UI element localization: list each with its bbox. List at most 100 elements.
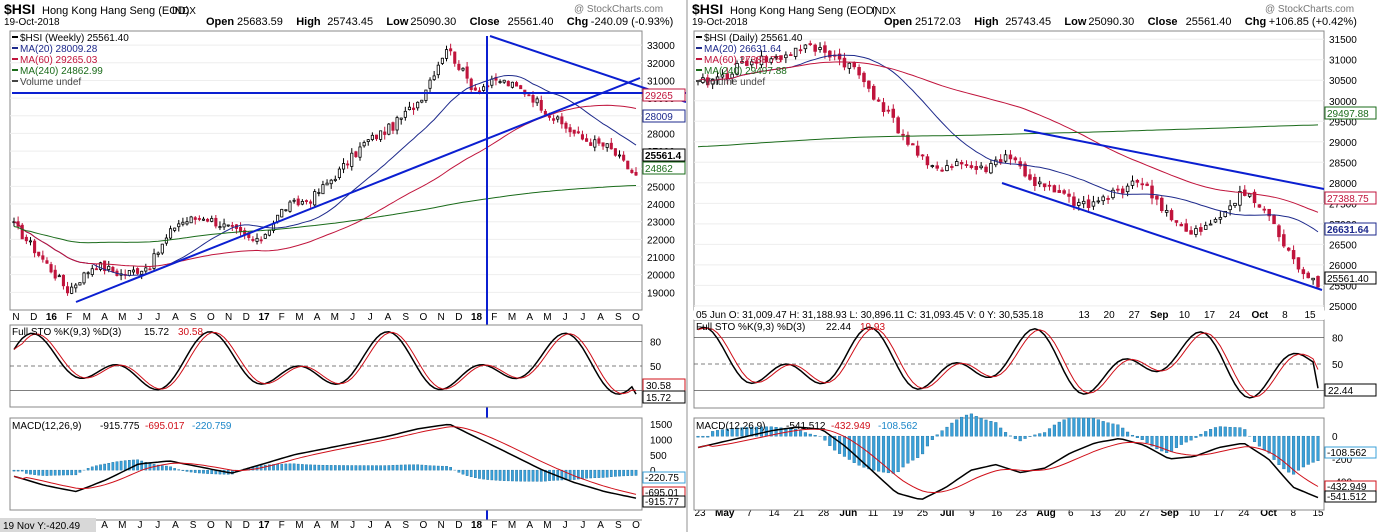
macd-histogram-bar (362, 465, 366, 471)
macd-tag-box (642, 471, 686, 484)
x-axis-label: A (597, 312, 604, 323)
legend-swatch (696, 58, 702, 60)
macd-histogram-bar (263, 464, 267, 471)
candle-body (107, 265, 111, 270)
ohlc-label: Chg (1245, 16, 1266, 28)
x-axis-label: 15 (1312, 508, 1324, 519)
candle-body (539, 99, 543, 111)
macd-histogram-bar (408, 464, 411, 471)
price-tag-box (642, 109, 686, 123)
candle-body (1023, 163, 1027, 177)
sto-tag-box (642, 390, 686, 404)
x-axis-label: May (715, 508, 735, 519)
price-tag-box (642, 161, 686, 175)
macd-histogram-bar (86, 468, 90, 471)
candle-body (935, 165, 939, 169)
candle-body (136, 268, 140, 274)
macd-histogram-bar (432, 465, 436, 471)
candle-body (210, 218, 214, 222)
candle-body (531, 95, 535, 103)
macd-histogram-bar (1111, 423, 1115, 437)
price-axis-tick: 31000 (1329, 56, 1357, 67)
macd-histogram-bar (333, 465, 337, 471)
ohlc-label: Low (1064, 16, 1086, 28)
legend-swatch (12, 47, 18, 49)
candle-body (193, 217, 197, 220)
bottom-x-axis-label: S (190, 520, 197, 531)
chart-date: 19-Oct-2018 (692, 17, 748, 28)
macd-histogram-bar (759, 426, 764, 437)
x-axis-label: M (331, 312, 339, 323)
candle-body (473, 87, 477, 91)
candle-body (634, 172, 638, 176)
legend-swatch (696, 47, 702, 49)
candle-body (337, 168, 341, 178)
x-axis-label: A (526, 312, 533, 323)
macd-label: MACD(12,26,9) (12, 421, 81, 432)
macd-histogram-bar (862, 435, 866, 468)
x-axis-label: N (225, 312, 232, 323)
macd-histogram-bar (896, 435, 900, 473)
candle-body (552, 118, 556, 121)
legend-entry: Volume undef (704, 77, 765, 88)
macd-histogram-bar (735, 427, 739, 437)
macd-histogram-bar (852, 435, 856, 463)
macd-histogram-bar (206, 469, 209, 474)
candle-body (940, 169, 944, 172)
macd-histogram-bar (338, 465, 341, 471)
ma20-line (697, 54, 1319, 233)
macd-histogram-bar (838, 435, 842, 454)
x-axis-label: 18 (471, 312, 483, 323)
candle-body (288, 201, 292, 212)
macd-histogram-bar (280, 463, 284, 471)
bottom-x-axis-label: O (632, 520, 640, 531)
macd-signal-value: -432.949 (831, 421, 871, 432)
ticker-symbol: $HSI (4, 1, 35, 17)
cursor-info-readout: 05 Jun O: 31,009.47 H: 31,188.93 L: 30,8… (696, 310, 1044, 321)
candle-body (309, 201, 313, 204)
macd-histogram-bar (354, 465, 358, 471)
candle-body (1223, 211, 1227, 217)
candle-body (818, 47, 822, 50)
candle-body (94, 268, 98, 271)
macd-histogram-bar (111, 462, 115, 471)
bottom-x-axis-label: N (225, 520, 232, 531)
candle-body (1057, 190, 1062, 193)
x-axis-label: J (563, 312, 568, 323)
x-axis-label: O (632, 312, 640, 323)
candle-body (735, 63, 739, 75)
macd-histogram-bar (935, 434, 939, 437)
candle-body (556, 116, 560, 120)
x-axis-label: 11 (868, 508, 879, 519)
candle-body (341, 163, 346, 170)
candle-body (828, 50, 832, 58)
x-axis-label: M (295, 312, 303, 323)
candle-body (28, 240, 33, 243)
candle-body (1169, 210, 1174, 221)
macd-histogram-bar (779, 427, 783, 437)
candle-body (111, 266, 115, 273)
bottom-x-axis-label: F (279, 520, 285, 531)
macd-histogram-bar (989, 421, 993, 437)
macd-histogram-bar (1199, 433, 1203, 437)
candle-body (901, 133, 905, 136)
legend-entry: MA(20) 26631.64 (704, 44, 782, 55)
legend-swatch (12, 80, 18, 82)
candle-body (1101, 196, 1105, 202)
macd-histogram-bar (428, 465, 432, 471)
candle-body (876, 99, 881, 102)
x-axis-label: D (243, 312, 250, 323)
macd-histogram-bar (696, 435, 700, 438)
macd-histogram-bar (1282, 435, 1286, 470)
macd-histogram-bar (1179, 435, 1183, 445)
candle-body (1233, 202, 1237, 206)
macd-histogram-bar (725, 428, 729, 437)
macd-histogram-bar (486, 469, 490, 480)
candle-body (622, 154, 626, 161)
x-axis-label: 8 (1290, 508, 1296, 519)
candle-body (564, 122, 568, 129)
candle-body (173, 227, 177, 231)
price-panel-frame (9, 30, 643, 311)
macd-histogram-bar (371, 465, 374, 471)
macd-histogram-bar (1169, 435, 1174, 452)
